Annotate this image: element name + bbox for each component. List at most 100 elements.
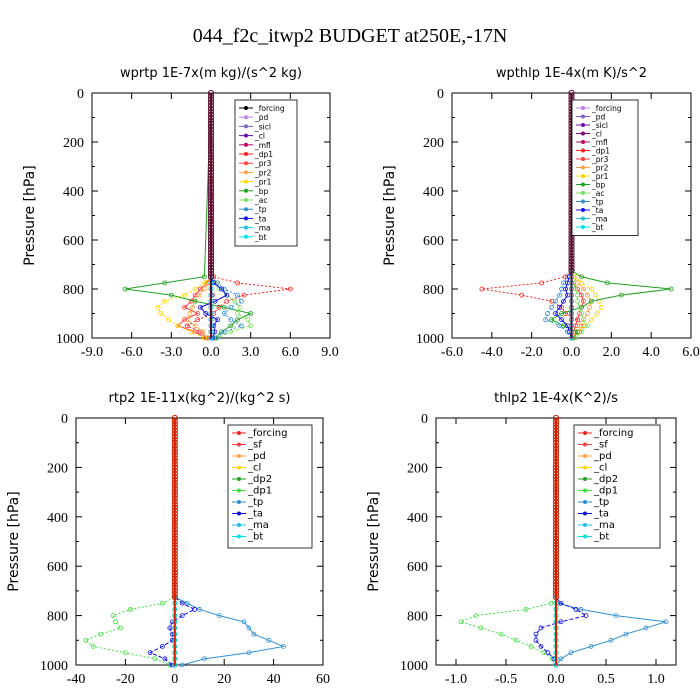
x-tick-label: 40 [267, 672, 281, 687]
legend-marker [581, 208, 585, 212]
legend-label: _mfl [254, 141, 271, 150]
data-point [201, 280, 207, 286]
data-point [548, 600, 554, 606]
data-point [281, 644, 286, 649]
x-tick-label: 0 [171, 672, 178, 687]
data-point [479, 286, 485, 292]
legend-label: _ta [591, 206, 603, 215]
data-point [147, 650, 153, 656]
x-tick-label: 9.0 [321, 345, 339, 360]
data-point [553, 298, 558, 304]
data-point [198, 304, 203, 310]
data-point [533, 631, 539, 637]
data-point [577, 304, 582, 310]
data-point [558, 656, 564, 662]
legend-label: _pr2 [591, 164, 609, 173]
data-point [248, 323, 254, 329]
legend-marker [244, 142, 248, 147]
y-tick-label: 400 [47, 511, 68, 526]
legend-label: _ta [247, 509, 263, 520]
data-point [553, 311, 558, 316]
x-tick-label: -0.5 [495, 672, 517, 687]
data-point [118, 625, 123, 631]
data-point [575, 317, 580, 323]
series-line-bp [124, 92, 253, 339]
legend-label: _pd [247, 451, 266, 462]
series-line-pr2 [186, 93, 212, 339]
legend-label: _forcing [247, 428, 288, 439]
legend-marker [583, 488, 587, 493]
x-tick-label: 20 [217, 672, 231, 687]
data-point [575, 286, 580, 292]
data-point [575, 292, 580, 298]
legend-label: _bp [254, 187, 269, 196]
data-point [579, 329, 584, 335]
legend-box [573, 424, 661, 549]
data-point [498, 631, 504, 637]
legend-box [227, 424, 313, 549]
data-point [203, 311, 209, 316]
data-point [215, 317, 221, 323]
data-point [127, 607, 133, 612]
legend-marker [244, 133, 248, 138]
data-point [594, 311, 600, 316]
chart-title: thlp2 1E-4x(K^2)/s [494, 391, 618, 406]
data-point [538, 644, 544, 649]
data-point [202, 656, 207, 662]
data-point [587, 304, 592, 310]
y-tick-label: 400 [407, 511, 428, 526]
x-tick-label: -40 [67, 672, 86, 687]
data-point [557, 304, 562, 310]
y-tick-label: 200 [423, 136, 444, 151]
legend-marker [581, 174, 585, 178]
data-point [155, 304, 161, 310]
data-point [179, 600, 185, 606]
legend-marker [237, 511, 241, 516]
data-point [190, 304, 195, 310]
legend-label: _cl [591, 130, 602, 139]
data-point [175, 323, 181, 329]
x-tick-label: 0.0 [547, 672, 565, 687]
data-point [579, 311, 584, 316]
data-point [549, 317, 554, 323]
legend-label: _ac [254, 196, 267, 205]
data-point [158, 311, 164, 316]
data-point [598, 304, 604, 310]
legend-marker [581, 140, 585, 144]
legend-marker [244, 170, 248, 175]
data-point [581, 298, 586, 304]
legend-label: _pr3 [254, 159, 272, 168]
legend-marker [583, 442, 587, 447]
data-point [201, 274, 207, 280]
data-point [228, 323, 234, 329]
legend-marker [581, 131, 585, 136]
chart-title: rtp2 1E-11x(kg^2)/(kg^2 s) [109, 391, 291, 406]
data-point [182, 317, 187, 323]
series-line-dp1 [186, 92, 291, 339]
data-point [224, 298, 230, 304]
legend-label: _pr1 [591, 172, 609, 181]
legend-label: _pd [591, 113, 606, 122]
legend-marker [583, 454, 587, 458]
data-point [623, 631, 629, 637]
data-point [179, 613, 185, 618]
legend-label: _dp2 [593, 474, 618, 485]
data-point [523, 607, 529, 612]
data-point [166, 317, 172, 323]
legend-marker [244, 188, 248, 193]
series-line-ta [535, 418, 588, 666]
y-tick-label: 800 [63, 283, 84, 298]
legend-marker [581, 182, 585, 187]
legend-label: _ma [254, 224, 271, 233]
data-point [221, 304, 227, 310]
x-tick-label: 3.0 [242, 345, 260, 360]
legend-label: _forcing [254, 104, 285, 113]
x-tick-label: -20 [116, 672, 135, 687]
data-point [167, 625, 173, 631]
legend: _forcing_sf_pd_cl_dp2_dp1_tp_ta_ma_bt [573, 424, 661, 549]
y-tick-label: 200 [47, 461, 68, 476]
x-tick-label: 0.0 [563, 345, 581, 360]
legend-label: _bt [254, 233, 267, 242]
data-point [110, 613, 116, 618]
data-point [162, 298, 168, 304]
